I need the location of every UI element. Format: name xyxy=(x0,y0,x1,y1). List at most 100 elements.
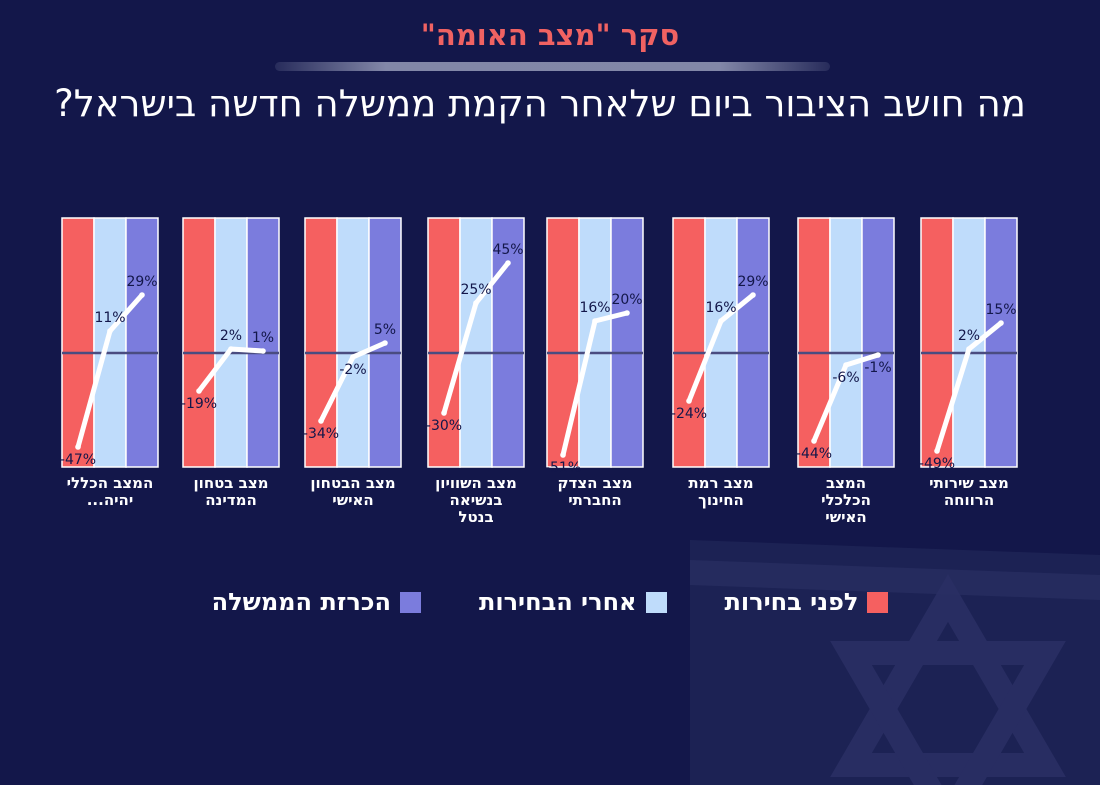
period-column xyxy=(546,217,580,468)
category-label: האישי xyxy=(332,491,373,509)
category-label: המצב xyxy=(826,474,866,492)
period-column xyxy=(459,217,493,468)
period-column xyxy=(610,217,644,468)
legend-label-after-elections: אחרי הבחירות xyxy=(478,588,637,616)
data-label: -34% xyxy=(303,426,339,442)
category-label: מצב בטחון xyxy=(194,474,269,492)
data-label: 2% xyxy=(220,328,242,344)
legend-label-before-elections: לפני בחירות xyxy=(724,588,859,616)
category-label: החברתי xyxy=(568,491,621,509)
data-point xyxy=(318,418,324,424)
data-point xyxy=(843,362,849,368)
data-label: -51% xyxy=(545,460,581,476)
data-point xyxy=(139,292,145,298)
data-label: -24% xyxy=(671,406,707,422)
period-column xyxy=(336,217,370,468)
data-point xyxy=(718,318,724,324)
data-point xyxy=(228,346,234,352)
legend-item-before-elections: לפני בחירות xyxy=(725,588,889,616)
period-column xyxy=(736,217,770,468)
survey-title: סקר "מצב האומה" xyxy=(420,18,680,52)
data-label: -49% xyxy=(919,456,955,472)
chart-panel: -47% 11% 29% המצב הכללייהיה... xyxy=(60,217,159,509)
period-column xyxy=(427,217,461,468)
category-label: המצב הכללי xyxy=(67,474,154,492)
category-label: יהיה... xyxy=(87,491,134,509)
data-label: -1% xyxy=(864,360,891,376)
data-point xyxy=(382,340,388,346)
data-label: -44% xyxy=(796,446,832,462)
legend-label-government-announcement: הכרזת הממשלה xyxy=(211,588,391,616)
data-point xyxy=(350,354,356,360)
data-label: -2% xyxy=(339,362,366,378)
data-point xyxy=(196,388,202,394)
period-column xyxy=(125,217,159,468)
data-label: 20% xyxy=(611,292,642,308)
data-point xyxy=(966,346,972,352)
data-point xyxy=(473,300,479,306)
period-column xyxy=(214,217,248,468)
category-label: מצב רמת xyxy=(688,474,753,492)
data-point xyxy=(505,260,511,266)
period-column xyxy=(246,217,280,468)
data-point xyxy=(998,320,1004,326)
category-label: המדינה xyxy=(205,491,257,509)
data-label: 25% xyxy=(460,282,491,298)
period-column xyxy=(304,217,338,468)
legend-item-government-announcement: הכרזת הממשלה xyxy=(212,588,421,616)
star-of-david-icon xyxy=(830,574,1066,785)
period-column xyxy=(920,217,954,468)
category-label: מצב הצדק xyxy=(558,474,633,492)
data-point xyxy=(875,352,881,358)
period-column xyxy=(491,217,525,468)
data-label: 16% xyxy=(705,300,736,316)
data-point xyxy=(592,318,598,324)
period-column xyxy=(61,217,95,468)
period-column xyxy=(182,217,216,468)
data-label: 45% xyxy=(492,242,523,258)
period-column xyxy=(797,217,831,468)
data-label: 1% xyxy=(252,330,274,346)
category-label: בנטל xyxy=(458,508,493,526)
data-point xyxy=(75,444,81,450)
data-label: -19% xyxy=(181,396,217,412)
data-point xyxy=(260,348,266,354)
category-label: הכלכלי xyxy=(821,491,871,509)
data-label: 5% xyxy=(374,322,396,338)
category-label: האישי xyxy=(825,508,866,526)
category-label: בנשיאה xyxy=(450,491,503,509)
data-point xyxy=(750,292,756,298)
data-label: 15% xyxy=(985,302,1016,318)
legend-swatch-government-announcement xyxy=(399,591,421,613)
data-point xyxy=(934,448,940,454)
data-point xyxy=(560,452,566,458)
legend-swatch-after-elections xyxy=(645,591,667,613)
legend-item-after-elections: אחרי הבחירות xyxy=(479,588,667,616)
category-label: מצב שירותי xyxy=(929,474,1009,492)
period-column xyxy=(578,217,612,468)
data-label: -6% xyxy=(832,370,859,386)
period-column xyxy=(829,217,863,468)
data-point xyxy=(624,310,630,316)
period-column xyxy=(984,217,1018,468)
data-label: -30% xyxy=(426,418,462,434)
data-label: 2% xyxy=(958,328,980,344)
data-point xyxy=(811,438,817,444)
legend: לפני בחירות אחרי הבחירות הכרזת הממשלה xyxy=(0,588,1100,616)
category-label: הרווחה xyxy=(944,491,994,509)
data-point xyxy=(441,410,447,416)
data-label: -47% xyxy=(60,452,96,468)
question-title: מה חושב הציבור ביום שלאחר הקמת ממשלה חדש… xyxy=(54,82,1026,125)
data-label: 29% xyxy=(737,274,768,290)
data-point xyxy=(686,398,692,404)
category-label: מצב הבטחון xyxy=(310,474,395,492)
